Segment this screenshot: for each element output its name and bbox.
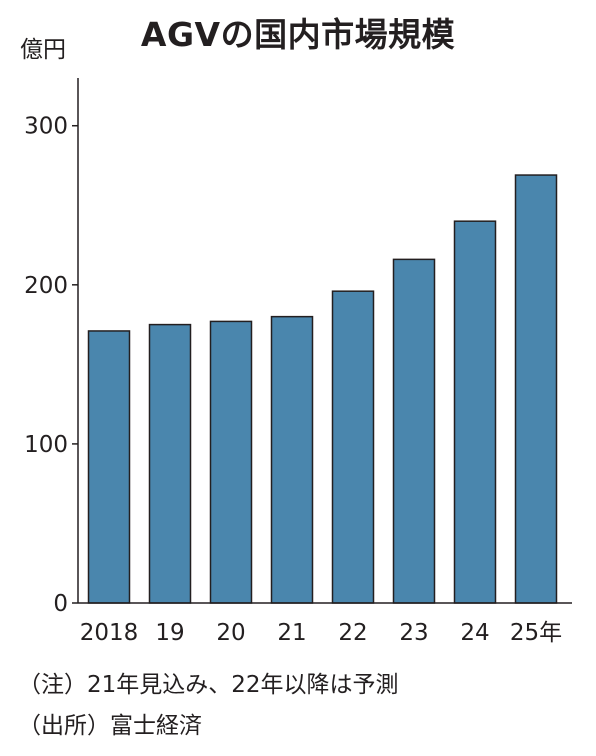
x-tick-label: 2018 — [80, 620, 139, 646]
chart-title: AGVの国内市場規模 — [140, 15, 456, 54]
bar-21 — [270, 315, 314, 604]
bar-25年 — [514, 174, 558, 604]
x-tick-label: 21 — [277, 620, 306, 646]
x-tick-label: 19 — [155, 620, 184, 646]
bar-23 — [392, 258, 436, 604]
bar-19 — [148, 323, 192, 604]
bars — [87, 174, 558, 604]
footnote-forecast: （注）21年見込み、22年以降は予測 — [18, 672, 399, 698]
footnote-source: （出所）富士経済 — [18, 713, 202, 739]
x-tick-label: 25年 — [510, 620, 562, 646]
bar-2018 — [87, 330, 131, 604]
y-axis-ticks: 0 100 200 300 — [24, 114, 78, 617]
x-tick-label: 23 — [399, 620, 428, 646]
bar-20 — [209, 320, 253, 604]
y-tick-label: 100 — [24, 432, 68, 458]
x-tick-label: 22 — [338, 620, 367, 646]
x-tick-label: 24 — [460, 620, 489, 646]
bar-chart: 0 100 200 300 2018 19 20 21 22 23 24 25年 — [24, 78, 572, 646]
x-axis-labels: 2018 19 20 21 22 23 24 25年 — [80, 620, 562, 646]
y-tick-label: 0 — [53, 591, 68, 617]
y-tick-label: 300 — [24, 114, 68, 140]
bar-24 — [453, 220, 497, 604]
x-tick-label: 20 — [216, 620, 245, 646]
y-axis-unit-label: 億円 — [20, 37, 66, 63]
y-tick-label: 200 — [24, 273, 68, 299]
bar-22 — [331, 290, 375, 604]
